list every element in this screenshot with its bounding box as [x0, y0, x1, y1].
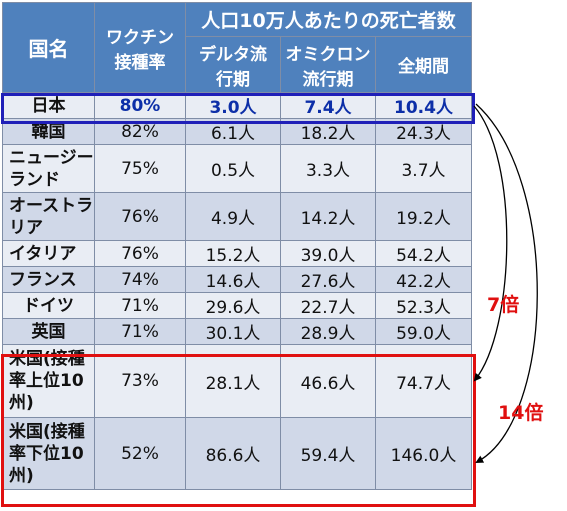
table-row: ニュージーランド 75% 0.5人 3.3人 3.7人	[2, 144, 472, 193]
delta-deaths: 0.5人	[185, 144, 281, 193]
vaccine-rate: 75%	[94, 144, 186, 193]
country-name: 米国(接種率下位10州)	[2, 417, 95, 490]
header-omicron-period: オミクロン 流行期	[280, 36, 376, 93]
vaccine-rate: 74%	[94, 266, 186, 293]
vaccine-rate: 71%	[94, 318, 186, 345]
total-deaths: 3.7人	[375, 144, 472, 193]
omicron-deaths: 22.7人	[280, 292, 376, 319]
table-row: 英国 71% 30.1人 28.9人 59.0人	[2, 318, 472, 345]
table-row: イタリア 76% 15.2人 39.0人 54.2人	[2, 240, 472, 267]
omicron-deaths: 28.9人	[280, 318, 376, 345]
seven-times-label: 7倍	[487, 294, 520, 316]
total-deaths: 146.0人	[375, 417, 472, 490]
country-name: フランス	[2, 266, 95, 293]
omicron-deaths: 59.4人	[280, 417, 376, 490]
total-deaths: 59.0人	[375, 318, 472, 345]
country-name: ニュージーランド	[2, 144, 95, 193]
total-deaths: 54.2人	[375, 240, 472, 267]
header-country: 国名	[2, 2, 95, 93]
arrow-to-bottom10-states	[475, 103, 538, 463]
arrow-to-top10-states	[473, 105, 508, 382]
vaccine-rate: 76%	[94, 192, 186, 241]
total-deaths: 19.2人	[375, 192, 472, 241]
header-deaths-per-100k: 人口10万人あたりの死亡者数	[185, 2, 472, 37]
vaccine-rate: 71%	[94, 292, 186, 319]
country-name: 英国	[2, 318, 95, 345]
delta-deaths: 86.6人	[185, 417, 281, 490]
delta-deaths: 3.0人	[185, 92, 281, 119]
table-row: 日本 80% 3.0人 7.4人 10.4人	[2, 92, 472, 119]
omicron-deaths: 7.4人	[280, 92, 376, 119]
total-deaths: 10.4人	[375, 92, 472, 119]
vaccine-rate: 76%	[94, 240, 186, 267]
fourteen-times-label: 14倍	[498, 402, 544, 424]
country-name: オーストラリア	[2, 192, 95, 241]
delta-deaths: 29.6人	[185, 292, 281, 319]
delta-deaths: 15.2人	[185, 240, 281, 267]
omicron-deaths: 27.6人	[280, 266, 376, 293]
omicron-deaths: 39.0人	[280, 240, 376, 267]
country-name: イタリア	[2, 240, 95, 267]
omicron-deaths: 3.3人	[280, 144, 376, 193]
table-row: 米国(接種率下位10州) 52% 86.6人 59.4人 146.0人	[2, 417, 472, 490]
vaccine-rate: 52%	[94, 417, 186, 490]
delta-deaths: 30.1人	[185, 318, 281, 345]
total-deaths: 42.2人	[375, 266, 472, 293]
header-delta-period: デルタ流 行期	[185, 36, 281, 93]
header-total-period: 全期間	[375, 36, 472, 93]
omicron-deaths: 14.2人	[280, 192, 376, 241]
